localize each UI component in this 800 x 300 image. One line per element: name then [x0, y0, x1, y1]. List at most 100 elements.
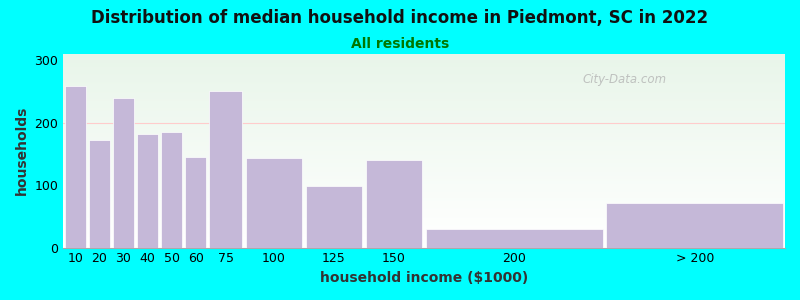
Bar	[63, 105, 785, 106]
Bar	[63, 120, 785, 121]
Bar	[63, 235, 785, 236]
Bar	[63, 169, 785, 170]
Bar	[426, 229, 602, 248]
Bar	[63, 70, 785, 71]
Bar	[63, 177, 785, 178]
Bar	[63, 96, 785, 97]
Bar	[63, 212, 785, 213]
Bar	[63, 145, 785, 146]
Bar	[63, 195, 785, 196]
Bar	[63, 244, 785, 245]
Bar	[63, 191, 785, 192]
Bar	[63, 157, 785, 158]
Bar	[63, 221, 785, 222]
Bar	[63, 231, 785, 232]
Bar	[63, 117, 785, 118]
Bar	[63, 83, 785, 84]
Bar	[63, 124, 785, 125]
Bar	[63, 185, 785, 186]
Bar	[63, 142, 785, 143]
Bar	[63, 176, 785, 177]
Bar	[63, 183, 785, 184]
Bar	[63, 188, 785, 190]
Bar	[63, 135, 785, 136]
Bar	[63, 228, 785, 229]
Bar	[63, 104, 785, 105]
Bar	[63, 238, 785, 239]
Bar	[63, 199, 785, 200]
Bar	[63, 164, 785, 165]
Bar	[63, 220, 785, 221]
Bar	[63, 127, 785, 128]
Bar	[63, 62, 785, 63]
Bar	[63, 119, 785, 120]
Bar	[63, 225, 785, 226]
Bar	[63, 247, 785, 248]
Bar	[63, 66, 785, 67]
Bar	[63, 175, 785, 176]
Bar	[63, 207, 785, 208]
Bar	[63, 90, 785, 91]
Bar	[63, 139, 785, 140]
Bar	[606, 202, 783, 247]
Bar	[63, 215, 785, 216]
Bar	[63, 203, 785, 204]
Bar	[63, 174, 785, 175]
Bar	[306, 186, 362, 248]
Bar	[63, 59, 785, 60]
Bar	[63, 152, 785, 153]
Text: Distribution of median household income in Piedmont, SC in 2022: Distribution of median household income …	[91, 9, 709, 27]
Bar	[63, 229, 785, 230]
Text: City-Data.com: City-Data.com	[583, 74, 667, 86]
Bar	[63, 242, 785, 243]
Bar	[63, 224, 785, 225]
Bar	[63, 206, 785, 207]
Bar	[63, 132, 785, 134]
Bar	[63, 86, 785, 87]
Bar	[63, 151, 785, 152]
Bar	[89, 140, 110, 247]
Bar	[63, 210, 785, 211]
Bar	[63, 79, 785, 80]
Bar	[210, 92, 242, 248]
Bar	[63, 140, 785, 141]
Bar	[63, 209, 785, 210]
Bar	[63, 240, 785, 241]
Bar	[63, 95, 785, 96]
Bar	[63, 118, 785, 119]
Bar	[63, 102, 785, 104]
Bar	[63, 205, 785, 206]
Bar	[63, 123, 785, 124]
Bar	[63, 194, 785, 195]
Bar	[63, 246, 785, 247]
Bar	[63, 190, 785, 191]
Bar	[63, 55, 785, 56]
Bar	[63, 89, 785, 90]
Bar	[63, 82, 785, 83]
Bar	[63, 178, 785, 179]
Bar	[63, 173, 785, 174]
Bar	[63, 170, 785, 171]
Bar	[63, 186, 785, 187]
Bar	[63, 114, 785, 115]
Bar	[246, 158, 302, 248]
Bar	[63, 97, 785, 98]
Bar	[63, 58, 785, 59]
Bar	[63, 74, 785, 75]
Bar	[63, 60, 785, 61]
Bar	[63, 106, 785, 107]
Bar	[63, 71, 785, 72]
Bar	[63, 153, 785, 154]
Bar	[63, 63, 785, 64]
Bar	[63, 76, 785, 77]
Bar	[63, 208, 785, 209]
Bar	[63, 213, 785, 214]
Bar	[63, 245, 785, 246]
Bar	[63, 100, 785, 101]
Bar	[63, 68, 785, 70]
Bar	[63, 111, 785, 112]
Bar	[63, 182, 785, 183]
Bar	[63, 110, 785, 111]
Bar	[63, 149, 785, 150]
X-axis label: household income ($1000): household income ($1000)	[320, 271, 528, 285]
